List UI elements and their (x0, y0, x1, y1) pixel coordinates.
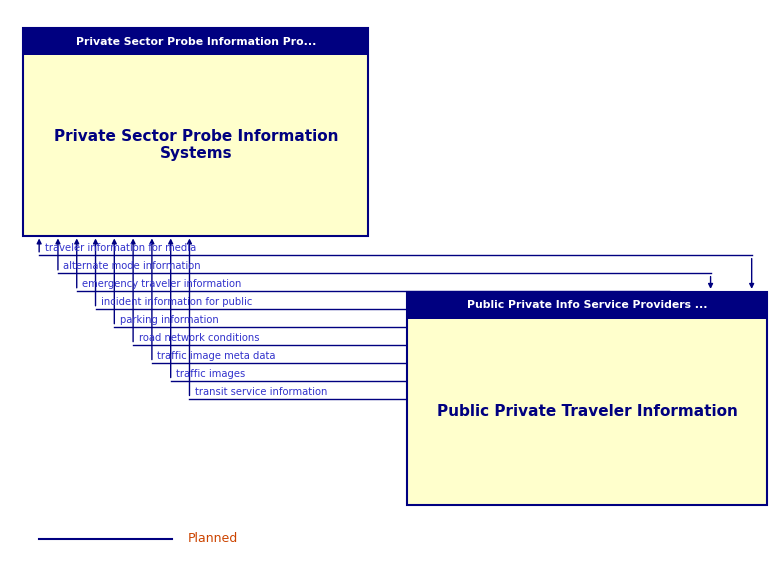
Bar (407, 292, 767, 505)
Bar (23, 28, 368, 55)
Text: road network conditions: road network conditions (139, 333, 259, 343)
Text: Public Private Traveler Information: Public Private Traveler Information (437, 404, 738, 419)
Text: Public Private Info Service Providers ...: Public Private Info Service Providers ..… (467, 300, 708, 310)
Text: incident information for public: incident information for public (101, 297, 252, 307)
Bar (407, 292, 767, 319)
Text: transit service information: transit service information (195, 387, 327, 397)
Text: Private Sector Probe Information
Systems: Private Sector Probe Information Systems (53, 129, 338, 162)
Text: emergency traveler information: emergency traveler information (82, 279, 242, 289)
Text: Planned: Planned (188, 532, 238, 545)
Text: Private Sector Probe Information Pro...: Private Sector Probe Information Pro... (76, 36, 316, 47)
Text: traffic image meta data: traffic image meta data (157, 351, 276, 361)
Text: traffic images: traffic images (176, 369, 245, 379)
Text: parking information: parking information (120, 315, 218, 325)
Text: alternate mode information: alternate mode information (63, 261, 201, 271)
Bar (23, 28, 368, 236)
Text: traveler information for media: traveler information for media (45, 243, 196, 253)
